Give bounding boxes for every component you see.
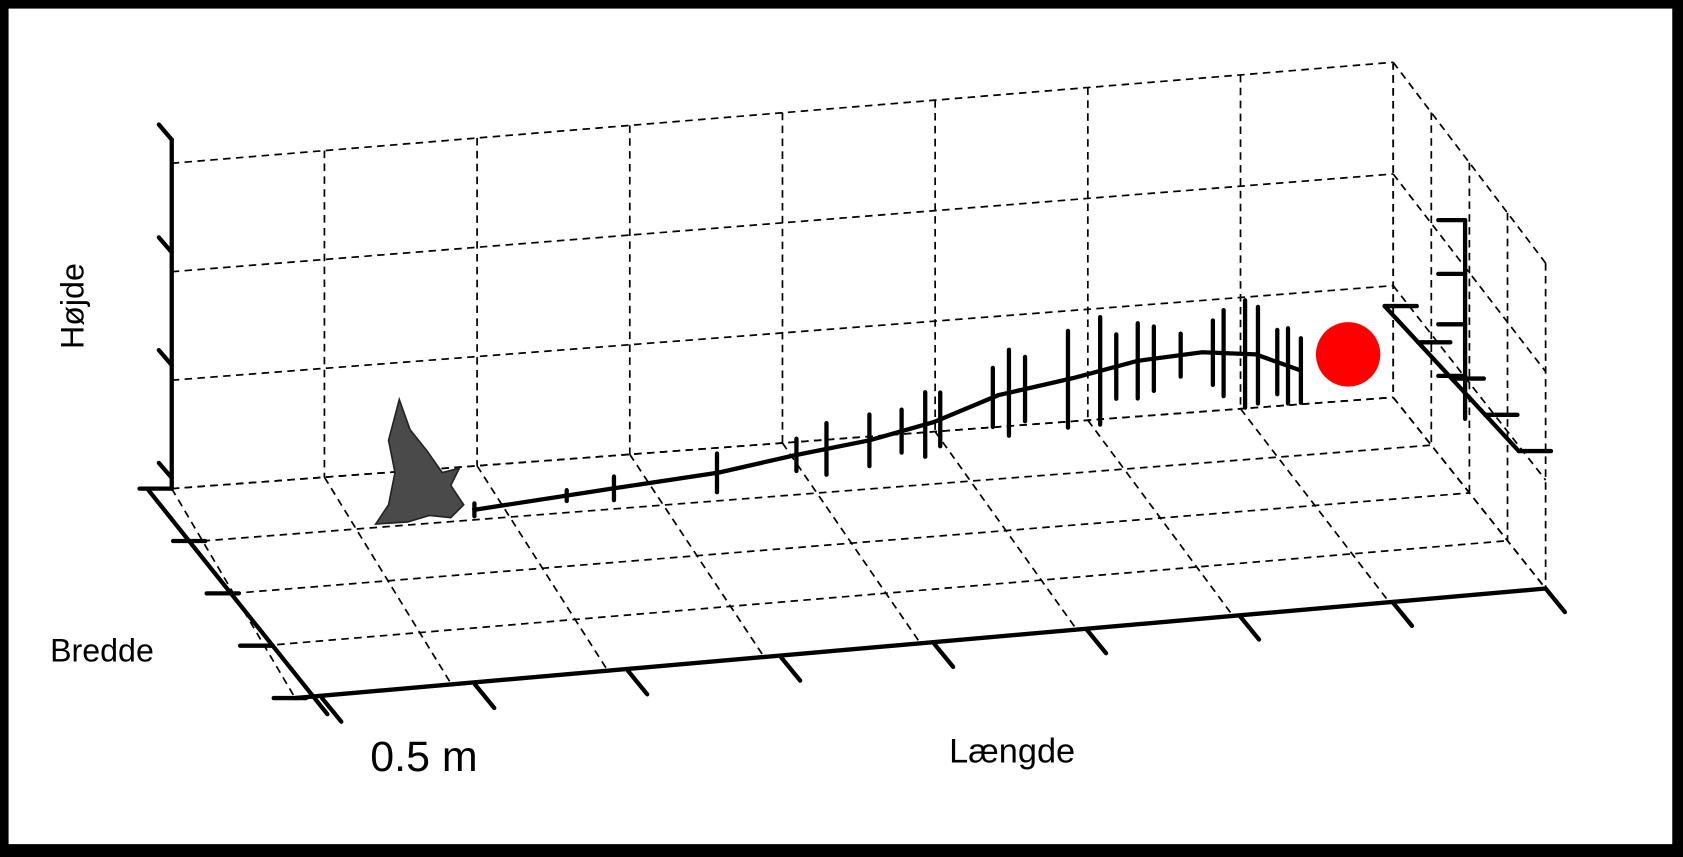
axis-tick [1543, 586, 1568, 615]
target [1315, 322, 1381, 387]
grid [170, 61, 1547, 699]
grid-line [171, 173, 1394, 273]
grid-line [264, 539, 1508, 647]
scale-label: 0.5 m [370, 733, 477, 781]
axis-tick [931, 641, 956, 670]
grid-line [171, 396, 1394, 490]
axes [137, 122, 1568, 724]
bat [374, 396, 465, 525]
axis-tick [472, 682, 497, 711]
axis-tick [625, 668, 650, 697]
axis-line [145, 487, 330, 717]
grid-line [1392, 61, 1547, 264]
grid-line [1392, 285, 1547, 481]
axis-tick [1084, 627, 1109, 656]
width-label: Bredde [50, 633, 154, 669]
axis-line [293, 586, 1548, 701]
grid-line [171, 61, 1394, 165]
axis-tick [156, 347, 174, 368]
axis-tick [1390, 600, 1415, 628]
axis-tick [1237, 613, 1262, 642]
axis-tick [156, 460, 174, 481]
flight-path [471, 298, 1304, 519]
axis-tick [778, 654, 803, 683]
axis-tick [156, 235, 174, 255]
grid-line [171, 284, 1394, 382]
height-label: Højde [55, 263, 91, 349]
axis-tick [156, 122, 174, 142]
grid-line [1392, 173, 1547, 373]
axis-tick [319, 695, 344, 724]
canvas [8, 8, 1673, 845]
length-label: Længde [949, 732, 1075, 770]
grid-line [233, 492, 1470, 595]
grid-line [1392, 396, 1547, 590]
